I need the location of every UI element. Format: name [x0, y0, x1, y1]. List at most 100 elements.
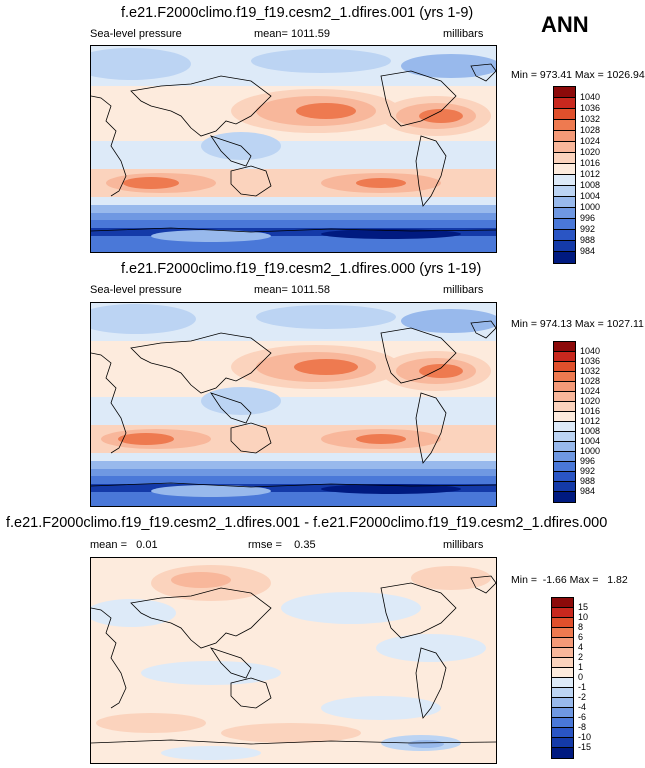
panel-2-colorbar-swatch [554, 492, 575, 502]
panel-3-colorbar-swatch [552, 618, 573, 628]
panel-1-colorbar-swatch [554, 252, 575, 263]
panel-3-colorbar-tick: -6 [578, 712, 587, 722]
panel-3-colorbar-swatch [552, 678, 573, 688]
panel-3-colorbar-swatch [552, 708, 573, 718]
panel-2-colorbar-tick: 988 [580, 476, 596, 486]
panel-3-colorbar-swatch [552, 658, 573, 668]
panel-2-colorbar-tick: 1036 [580, 356, 601, 366]
panel-1-colorbar-swatch [554, 197, 575, 208]
panel-3-colorbar-tick: -10 [578, 732, 592, 742]
panel-1-colorbar-swatch [554, 87, 575, 98]
panel-1-colorbar-tick: 1008 [580, 180, 601, 190]
panel-3-colorbar-swatch [552, 668, 573, 678]
panel-3-colorbar-tick: -15 [578, 742, 592, 752]
panel-1-colorbar-tick: 996 [580, 213, 596, 223]
panel-3-colorbar-tick: 1 [578, 662, 584, 672]
panel-1-colorbar-swatch [554, 208, 575, 219]
panel-3-colorbar-swatch [552, 638, 573, 648]
panel-2-colorbar-swatch [554, 382, 575, 392]
panel-3-colorbar-swatch [552, 648, 573, 658]
panel-1-colorbar-swatch [554, 186, 575, 197]
panel-3-colorbar-swatch [552, 718, 573, 728]
panel-1-mean-label: mean= 1011.59 [254, 28, 330, 40]
panel-3-colorbar-tick: 0 [578, 672, 584, 682]
panel-2-title: f.e21.F2000climo.f19_f19.cesm2_1.dfires.… [121, 261, 482, 277]
panel-2-colorbar-swatch [554, 432, 575, 442]
panel-3-minmax: Min = -1.66 Max = 1.82 [511, 574, 628, 586]
panel-3-colorbar-swatch [552, 698, 573, 708]
panel-2-units-label: millibars [443, 284, 484, 296]
panel-2-colorbar-tick: 984 [580, 486, 596, 496]
panel-2-colorbar-swatch [554, 412, 575, 422]
panel-1-units-label: millibars [443, 28, 484, 40]
panel-1-variable-label: Sea-level pressure [90, 28, 182, 40]
panel-1-colorbar-tick: 992 [580, 224, 596, 234]
season-label: ANN [541, 12, 589, 37]
panel-1-title: f.e21.F2000climo.f19_f19.cesm2_1.dfires.… [121, 5, 474, 21]
panel-1-colorbar-swatch [554, 241, 575, 252]
panel-2-colorbar-tick: 1032 [580, 366, 601, 376]
panel-2-colorbar-swatch [554, 462, 575, 472]
panel-2-colorbar-tick: 1020 [580, 396, 601, 406]
panel-2-colorbar-swatch [554, 402, 575, 412]
panel-3-colorbar-swatch [552, 598, 573, 608]
panel-3-colorbar-swatch [552, 608, 573, 618]
panel-3-colorbar-swatch [552, 748, 573, 758]
panel-1-colorbar-swatch [554, 230, 575, 241]
panel-2-colorbar-tick: 996 [580, 456, 596, 466]
panel-1-colorbar-tick: 1032 [580, 114, 601, 124]
panel-2-colorbar-tick: 1004 [580, 436, 601, 446]
panel-3-colorbar-tick: 6 [578, 632, 584, 642]
panel-3-colorbar-swatch [552, 628, 573, 638]
panel-1-colorbar-tick: 1020 [580, 147, 601, 157]
panel-2-map [90, 302, 497, 507]
panel-2-colorbar-tick: 1024 [580, 386, 601, 396]
panel-3-colorbar-tick: 15 [578, 602, 589, 612]
panel-1-colorbar-swatch [554, 142, 575, 153]
panel-1-colorbar [553, 86, 576, 264]
panel-2-colorbar-tick: 1000 [580, 446, 601, 456]
panel-1-colorbar-tick: 1040 [580, 92, 601, 102]
panel-3-colorbar-tick: -2 [578, 692, 587, 702]
panel-3-map [90, 557, 497, 764]
panel-3-colorbar-swatch [552, 728, 573, 738]
panel-2-minmax: Min = 974.13 Max = 1027.11 [511, 318, 644, 330]
panel-2-colorbar-swatch [554, 392, 575, 402]
panel-3-colorbar [551, 597, 574, 759]
panel-1-colorbar-swatch [554, 164, 575, 175]
panel-3-colorbar-tick: 4 [578, 642, 584, 652]
panel-2-colorbar-tick: 1040 [580, 346, 601, 356]
panel-3-colorbar-tick: 8 [578, 622, 584, 632]
panel-2-colorbar-tick: 1012 [580, 416, 601, 426]
panel-2-variable-label: Sea-level pressure [90, 284, 182, 296]
panel-2-colorbar [553, 341, 576, 503]
panel-1-colorbar-tick: 1004 [580, 191, 601, 201]
panel-1-colorbar-tick: 1028 [580, 125, 601, 135]
panel-1-colorbar-swatch [554, 120, 575, 131]
panel-3-colorbar-tick: -4 [578, 702, 587, 712]
panel-1-slp-field [91, 46, 496, 252]
panel-2-mean-label: mean= 1011.58 [254, 284, 330, 296]
panel-2-colorbar-swatch [554, 352, 575, 362]
panel-2-colorbar-tick: 1016 [580, 406, 601, 416]
panel-3-colorbar-tick: -1 [578, 682, 587, 692]
panel-1-colorbar-swatch [554, 131, 575, 142]
panel-1-colorbar-tick: 1000 [580, 202, 601, 212]
panel-3-difference-field [91, 558, 496, 763]
panel-2-colorbar-swatch [554, 372, 575, 382]
panel-1-colorbar-swatch [554, 219, 575, 230]
panel-1-colorbar-swatch [554, 175, 575, 186]
panel-2-colorbar-swatch [554, 472, 575, 482]
panel-1-colorbar-tick: 1012 [580, 169, 601, 179]
panel-3-rmse-label: rmse = 0.35 [248, 539, 316, 551]
panel-1-map [90, 45, 497, 253]
panel-2-colorbar-swatch [554, 442, 575, 452]
panel-3-colorbar-tick: 2 [578, 652, 584, 662]
panel-3-title: f.e21.F2000climo.f19_f19.cesm2_1.dfires.… [6, 515, 608, 531]
panel-2-slp-field [91, 303, 496, 506]
panel-2-colorbar-swatch [554, 362, 575, 372]
panel-2-colorbar-swatch [554, 342, 575, 352]
panel-1-colorbar-tick: 1036 [580, 103, 601, 113]
panel-3-mean-label: mean = 0.01 [90, 539, 158, 551]
panel-3-colorbar-swatch [552, 688, 573, 698]
